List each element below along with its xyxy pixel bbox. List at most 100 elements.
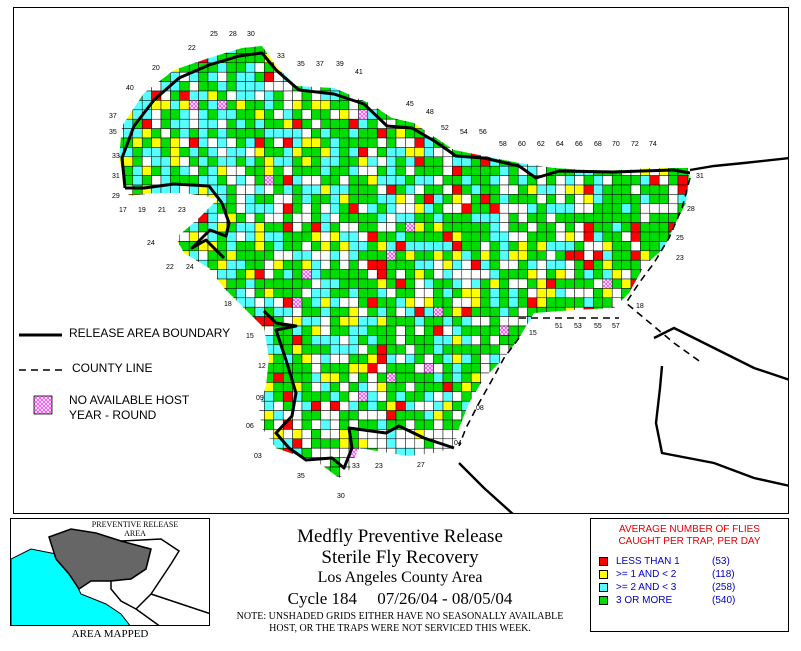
trap-grid-cell <box>198 81 209 92</box>
trap-grid-cell <box>245 372 256 383</box>
trap-grid-cell <box>235 372 246 383</box>
no-host-legend-swatch <box>33 395 53 415</box>
trap-grid-cell <box>442 447 453 458</box>
trap-grid-cell <box>602 476 613 478</box>
trap-grid-cell <box>311 203 322 214</box>
trap-grid-cell <box>697 100 706 109</box>
trap-grid-cell <box>640 438 651 449</box>
trap-grid-cell <box>235 316 246 327</box>
trap-grid-cell <box>119 316 124 327</box>
trap-grid-cell <box>489 269 500 280</box>
trap-grid-cell <box>386 476 397 478</box>
trap-grid-cell <box>141 165 152 176</box>
trap-grid-cell <box>358 335 369 346</box>
trap-grid-cell <box>668 81 679 92</box>
trap-grid-cell <box>123 231 134 242</box>
trap-grid-cell <box>264 128 275 139</box>
trap-grid-cell <box>546 250 557 261</box>
trap-grid-cell <box>574 53 585 64</box>
trap-grid-cell <box>179 100 190 111</box>
trap-grid-cell <box>395 222 406 233</box>
key-item: LESS THAN 1 (53) <box>599 555 788 568</box>
trap-grid-cell <box>414 90 425 101</box>
trap-grid-cell <box>217 429 228 440</box>
trap-grid-cell <box>198 156 209 167</box>
trap-grid-cell <box>264 353 275 364</box>
trap-grid-cell <box>442 391 453 402</box>
trap-grid-cell <box>489 466 500 477</box>
trap-grid-cell <box>649 288 660 299</box>
trap-grid-cell <box>188 156 199 167</box>
trap-grid-cell <box>575 486 584 495</box>
trap-grid-cell <box>198 250 209 261</box>
trap-grid-cell <box>668 297 679 308</box>
trap-grid-cell <box>499 241 510 252</box>
trap-grid-cell <box>188 297 199 308</box>
trap-grid-cell <box>320 250 331 261</box>
trap-grid-cell <box>358 46 369 54</box>
trap-grid-cell <box>630 71 641 82</box>
trap-grid-cell <box>358 438 369 449</box>
trap-grid-cell <box>602 118 613 129</box>
trap-grid-cell <box>583 137 594 148</box>
trap-grid-cell <box>254 128 265 139</box>
trap-grid-cell <box>630 429 641 440</box>
trap-grid-cell <box>649 278 660 289</box>
trap-grid-cell <box>395 363 406 374</box>
trap-grid-cell <box>461 476 472 478</box>
trap-grid-cell <box>198 212 209 223</box>
grid-label-left: 04 <box>454 440 462 447</box>
trap-grid-cell <box>264 297 275 308</box>
trap-grid-cell <box>320 410 331 421</box>
trap-grid-cell <box>452 316 463 327</box>
trap-grid-cell <box>489 400 500 411</box>
trap-grid-cell <box>358 363 369 374</box>
trap-grid-cell <box>499 288 510 299</box>
trap-grid-cell <box>119 344 124 355</box>
trap-grid-cell <box>255 486 264 495</box>
trap-grid-cell <box>442 203 453 214</box>
trap-grid-cell <box>141 71 152 82</box>
trap-grid-cell <box>273 391 284 402</box>
trap-grid-cell <box>489 194 500 205</box>
trap-grid-cell <box>602 137 613 148</box>
trap-grid-cell <box>264 137 275 148</box>
trap-grid-cell <box>452 156 463 167</box>
trap-grid-cell <box>489 259 500 270</box>
trap-grid-cell <box>640 288 651 299</box>
trap-grid-cell <box>132 466 143 477</box>
trap-grid-cell <box>593 90 604 101</box>
trap-grid-cell <box>461 231 472 242</box>
trap-grid-cell <box>395 288 406 299</box>
trap-grid-cell <box>536 344 547 355</box>
trap-grid-cell <box>442 297 453 308</box>
trap-grid-cell <box>179 363 190 374</box>
trap-grid-cell <box>546 419 557 430</box>
trap-grid-cell <box>405 62 416 73</box>
trap-grid-cell <box>160 447 171 458</box>
trap-grid-cell <box>227 486 236 495</box>
trap-grid-cell <box>179 466 190 477</box>
trap-grid-cell <box>395 306 406 317</box>
trap-grid-cell <box>282 297 293 308</box>
trap-grid-cell <box>433 175 444 186</box>
trap-grid-cell <box>376 306 387 317</box>
trap-grid-cell <box>245 109 256 120</box>
trap-grid-cell <box>583 241 594 252</box>
trap-grid-cell <box>376 203 387 214</box>
trap-grid-cell <box>235 100 246 111</box>
trap-grid-cell <box>668 278 679 289</box>
trap-grid-cell <box>254 109 265 120</box>
trap-grid-cell <box>395 429 406 440</box>
trap-grid-cell <box>470 457 481 468</box>
trap-grid-cell <box>405 306 416 317</box>
trap-grid-cell <box>499 259 510 270</box>
trap-grid-cell <box>630 344 641 355</box>
trap-grid-cell <box>546 335 557 346</box>
trap-grid-cell <box>508 457 519 468</box>
trap-grid-cell <box>555 81 566 92</box>
trap-grid-cell <box>301 71 312 82</box>
trap-grid-cell <box>141 382 152 393</box>
trap-grid-cell <box>179 278 190 289</box>
trap-grid-cell <box>433 335 444 346</box>
